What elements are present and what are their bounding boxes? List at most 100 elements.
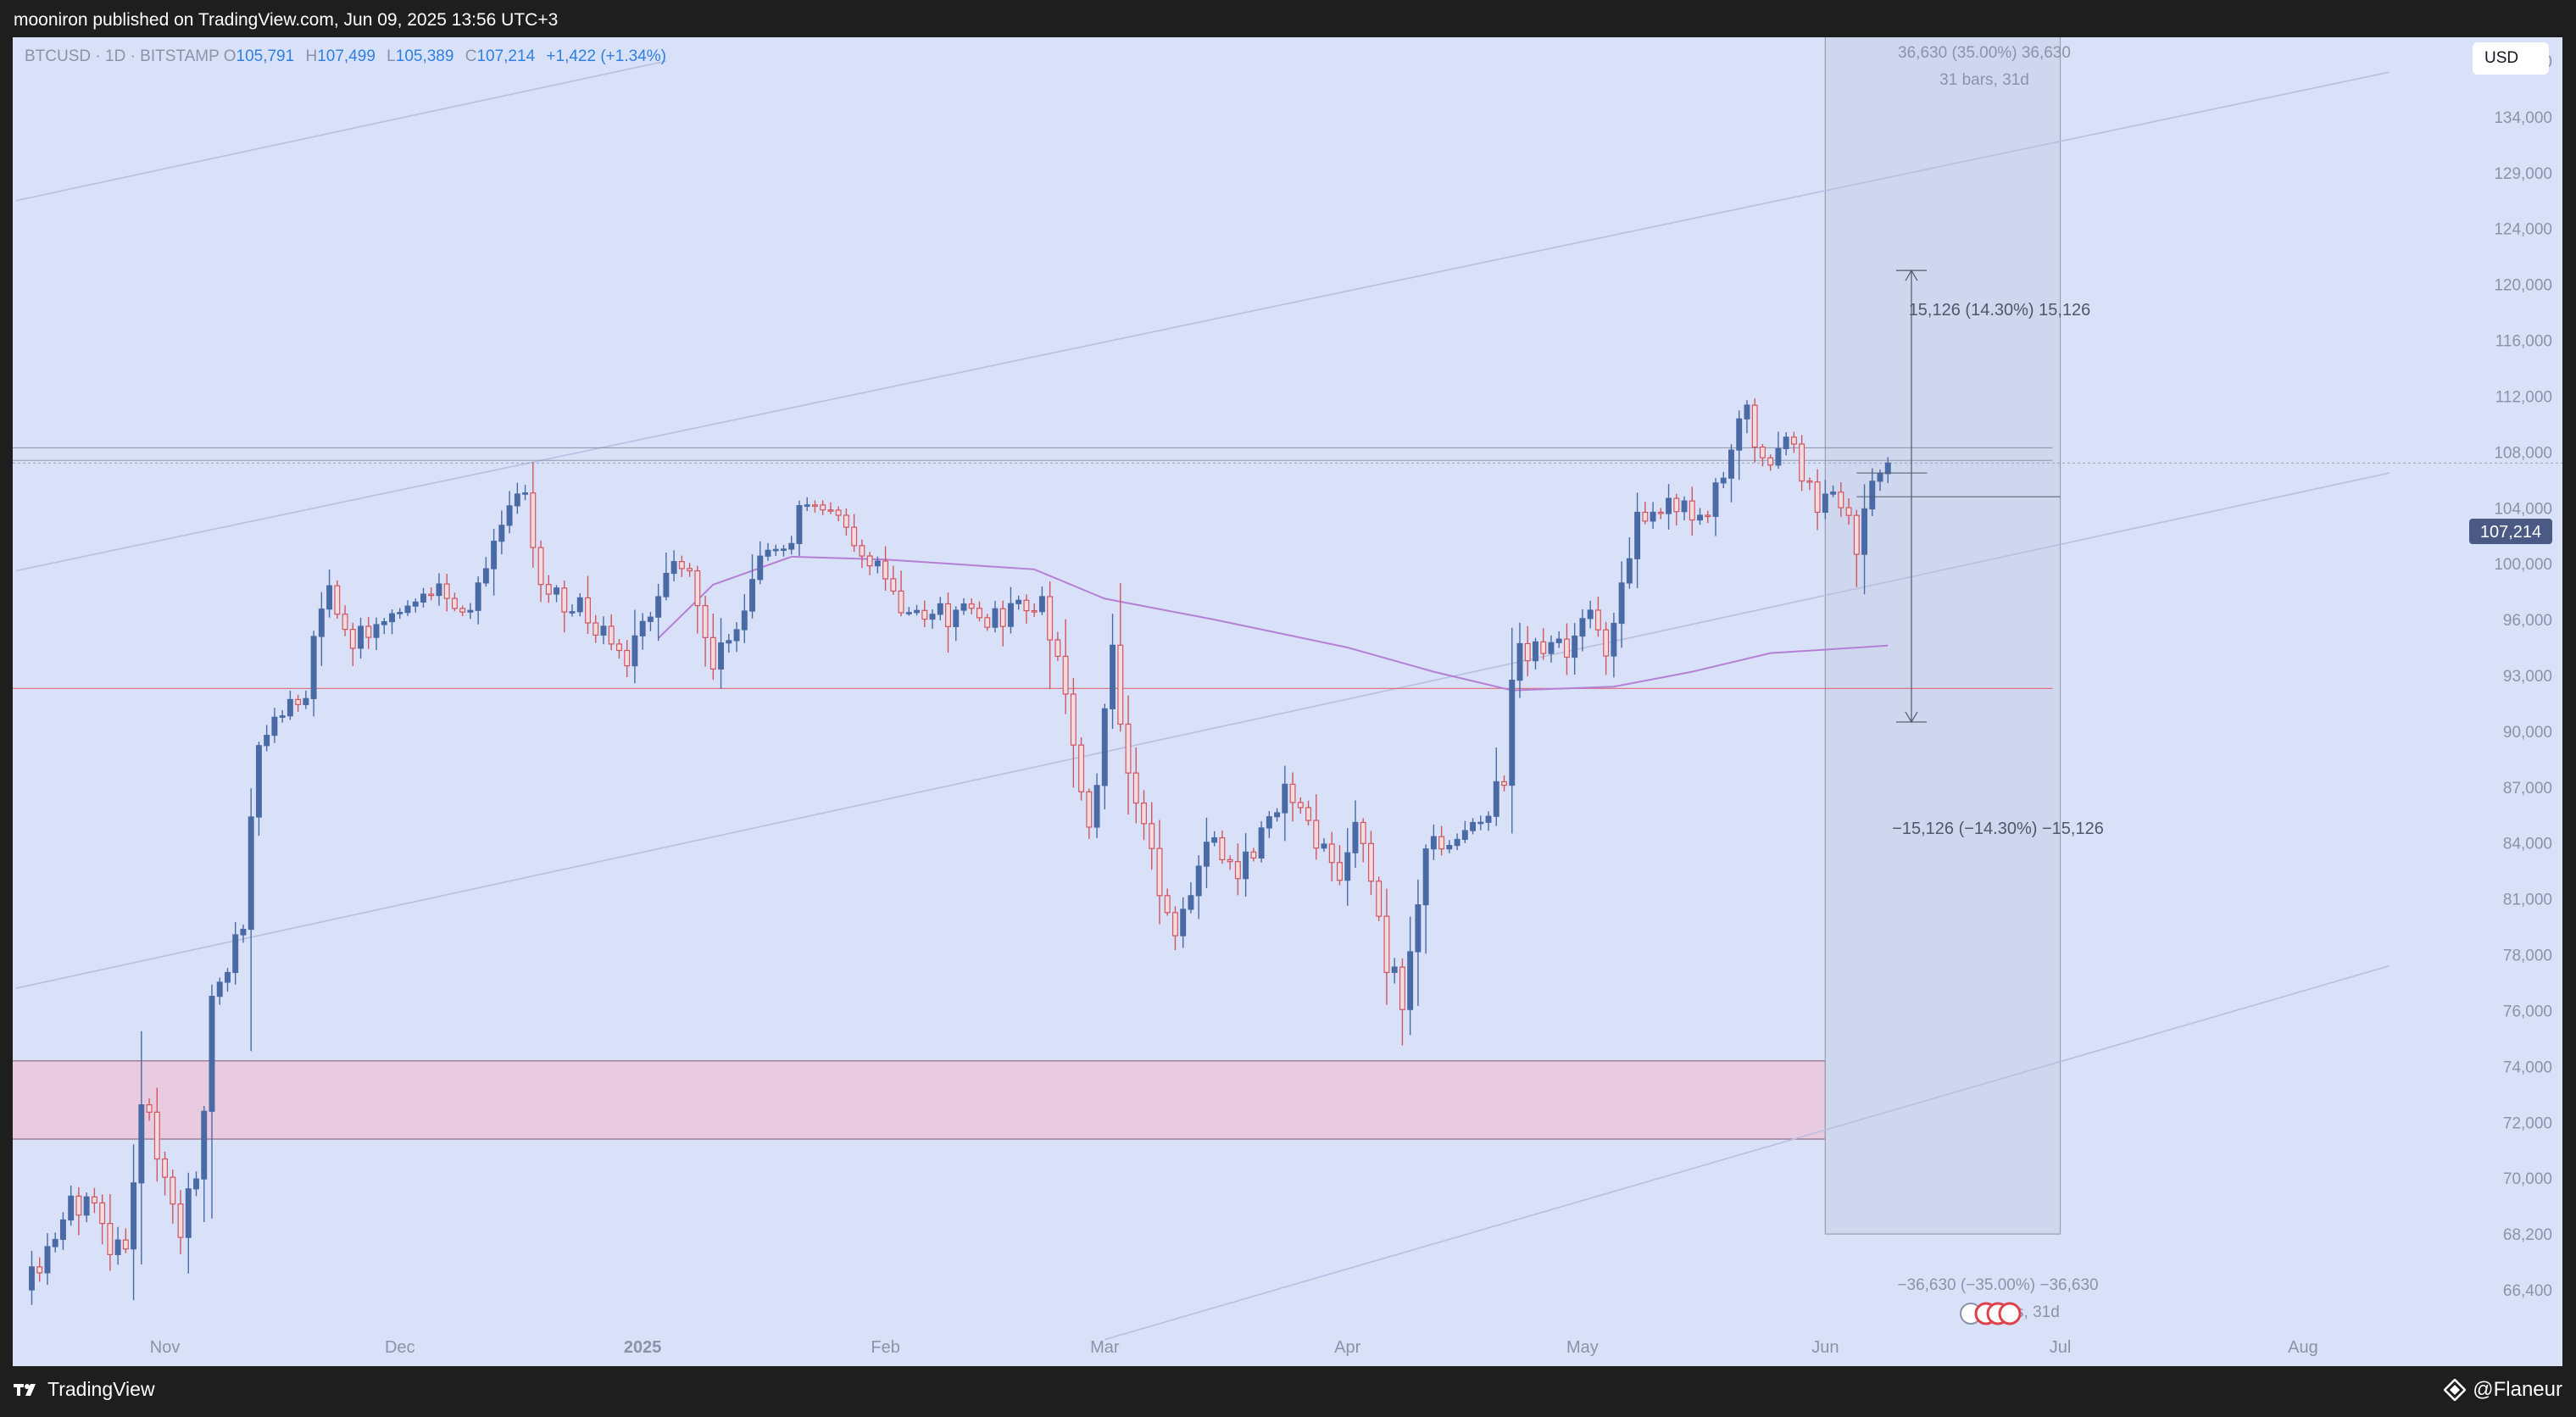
candle-body (1579, 618, 1586, 637)
candle (1712, 478, 1719, 536)
candle-body (122, 1239, 129, 1250)
candle (114, 1226, 121, 1265)
candle-body (921, 609, 928, 620)
candle-body (75, 1195, 82, 1216)
candle-body (976, 608, 982, 619)
candle-body (968, 603, 975, 609)
candle-body (1367, 842, 1374, 882)
candle-body (741, 610, 748, 631)
candle-body (1485, 815, 1492, 823)
candle-body (585, 597, 591, 624)
author-credit[interactable]: @Flaneur (2444, 1378, 2562, 1402)
candle (1086, 788, 1093, 839)
candle (1869, 468, 1876, 517)
candle-body (788, 542, 795, 550)
price-chart[interactable]: 66,400 68,200 70,000 72,000 74,000 76,000 78,0… (13, 37, 2562, 1366)
symbol-label: BTCUSD · 1D · BITSTAMP (25, 47, 220, 65)
price-tick-label: 129,000 (2494, 165, 2552, 183)
candle (663, 552, 670, 601)
candle (608, 614, 615, 651)
candle (373, 617, 380, 651)
candle (1321, 838, 1327, 853)
candle (1461, 820, 1468, 843)
candle-body (1243, 851, 1249, 880)
candle (1650, 502, 1656, 529)
candle (522, 485, 529, 501)
tradingview-brand[interactable]: TradingView (14, 1378, 155, 1401)
candle-body (1783, 436, 1789, 449)
candle (1626, 536, 1633, 589)
candle (365, 616, 372, 649)
price-tick-label: 100,000 (2494, 556, 2552, 574)
candle-body (1806, 480, 1813, 483)
candle (898, 570, 904, 617)
candle-body (1509, 680, 1516, 786)
chart-area[interactable]: 66,400 68,200 70,000 72,000 74,000 76,000 78,0… (13, 37, 2562, 1366)
candle-body (554, 587, 559, 595)
candle-body (498, 525, 505, 542)
candle (1775, 431, 1782, 470)
candle (91, 1187, 97, 1214)
candle-body (1321, 843, 1327, 849)
candle-body (1563, 638, 1570, 658)
events-icons[interactable] (1960, 1302, 2022, 1325)
candle (193, 1171, 199, 1197)
candle-body (1093, 785, 1100, 828)
currency-button[interactable]: USD (2473, 42, 2549, 75)
price-axis: 66,400 68,200 70,000 72,000 74,000 76,000 78,0… (2494, 53, 2552, 1300)
candle-body (1031, 609, 1038, 613)
candle (874, 556, 881, 574)
candle-body (240, 928, 247, 936)
candle-body (1634, 511, 1641, 559)
candle (1125, 695, 1132, 815)
candle (1705, 510, 1711, 524)
candle (498, 510, 505, 554)
candle-body (1657, 511, 1664, 514)
price-tick-label: 81,000 (2503, 892, 2552, 909)
symbol-legend[interactable]: BTCUSD · 1D · BITSTAMP O105,791 H107,499… (25, 47, 666, 66)
candle-body (443, 583, 450, 599)
candle (811, 500, 818, 513)
candle (1211, 831, 1218, 847)
candle-body (1516, 642, 1523, 681)
candle (765, 542, 771, 561)
candle-body (482, 568, 489, 584)
candle (1062, 619, 1069, 714)
range-box (1824, 37, 2061, 1235)
candle (240, 925, 247, 943)
candle (1540, 628, 1547, 660)
candle-body (1328, 843, 1335, 864)
candle-body (436, 583, 442, 597)
candle (1720, 471, 1727, 489)
publisher-bar: mooniron published on TradingView.com, J… (0, 0, 2576, 37)
demand-zone-layer (13, 1060, 1826, 1140)
high-value: 107,499 (317, 47, 376, 65)
candle-body (491, 541, 498, 570)
price-tick-label: 68,200 (2503, 1226, 2552, 1244)
candle-body (1117, 644, 1124, 725)
candle-body (718, 642, 725, 670)
candle (1007, 586, 1014, 634)
candle (741, 594, 748, 643)
candle (859, 539, 865, 569)
low-value: 105,389 (395, 47, 454, 65)
candle (984, 614, 991, 631)
candle (349, 622, 356, 667)
candle (937, 597, 943, 620)
candle (1047, 581, 1054, 690)
candle (482, 557, 489, 587)
price-tick-label: 76,000 (2503, 1003, 2552, 1020)
candle (107, 1193, 114, 1271)
candle-body (1454, 838, 1460, 847)
candle-body (295, 698, 302, 705)
candle-body (1697, 514, 1703, 521)
candle-body (851, 526, 858, 547)
candle-body (1054, 639, 1061, 658)
candle (600, 616, 607, 645)
candle-body (1626, 558, 1633, 584)
last-price-tag: 107,214 (2469, 519, 2552, 544)
tradingview-logo-icon (14, 1383, 36, 1396)
candle (1274, 808, 1281, 822)
candle (216, 977, 223, 1005)
candle (1038, 586, 1045, 615)
